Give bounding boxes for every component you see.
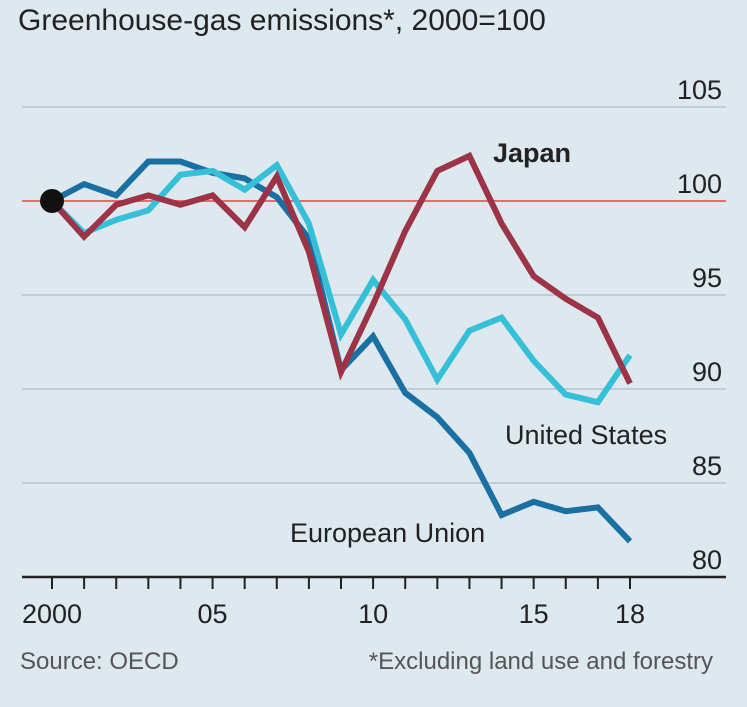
- y-tick-label-90: 90: [692, 357, 722, 387]
- series-line-japan: [49, 151, 633, 385]
- x-tick-label-05: 05: [198, 599, 228, 629]
- marker-layer: [40, 189, 64, 213]
- chart-title: Greenhouse-gas emissions*, 2000=100: [18, 4, 546, 37]
- x-tick-label-10: 10: [358, 599, 388, 629]
- x-tick-label-18: 18: [615, 599, 645, 629]
- series-layer: [49, 151, 633, 544]
- series-line-european-union: [50, 158, 633, 544]
- y-tick-label-105: 105: [677, 75, 722, 105]
- y-axis-ticks: 105 100 95 90 85 80: [677, 75, 722, 575]
- base-year-marker: [40, 189, 64, 213]
- y-tick-label-95: 95: [692, 263, 722, 293]
- footnote: *Excluding land use and forestry: [368, 648, 713, 675]
- x-axis: 2000 05 10 15 18: [22, 575, 726, 629]
- series-label-japan: Japan: [493, 138, 571, 168]
- y-tick-label-100: 100: [677, 169, 722, 199]
- series-label-european-union: European Union: [290, 518, 485, 548]
- source-note: Source: OECD: [20, 648, 179, 675]
- y-tick-label-80: 80: [692, 545, 722, 575]
- x-tick-label-15: 15: [519, 599, 549, 629]
- series-line-united-states: [49, 160, 633, 406]
- series-labels: Japan United States European Union: [290, 138, 667, 548]
- y-tick-label-85: 85: [692, 451, 722, 481]
- series-label-united-states: United States: [505, 420, 667, 450]
- x-tick-label-2000: 2000: [22, 599, 82, 629]
